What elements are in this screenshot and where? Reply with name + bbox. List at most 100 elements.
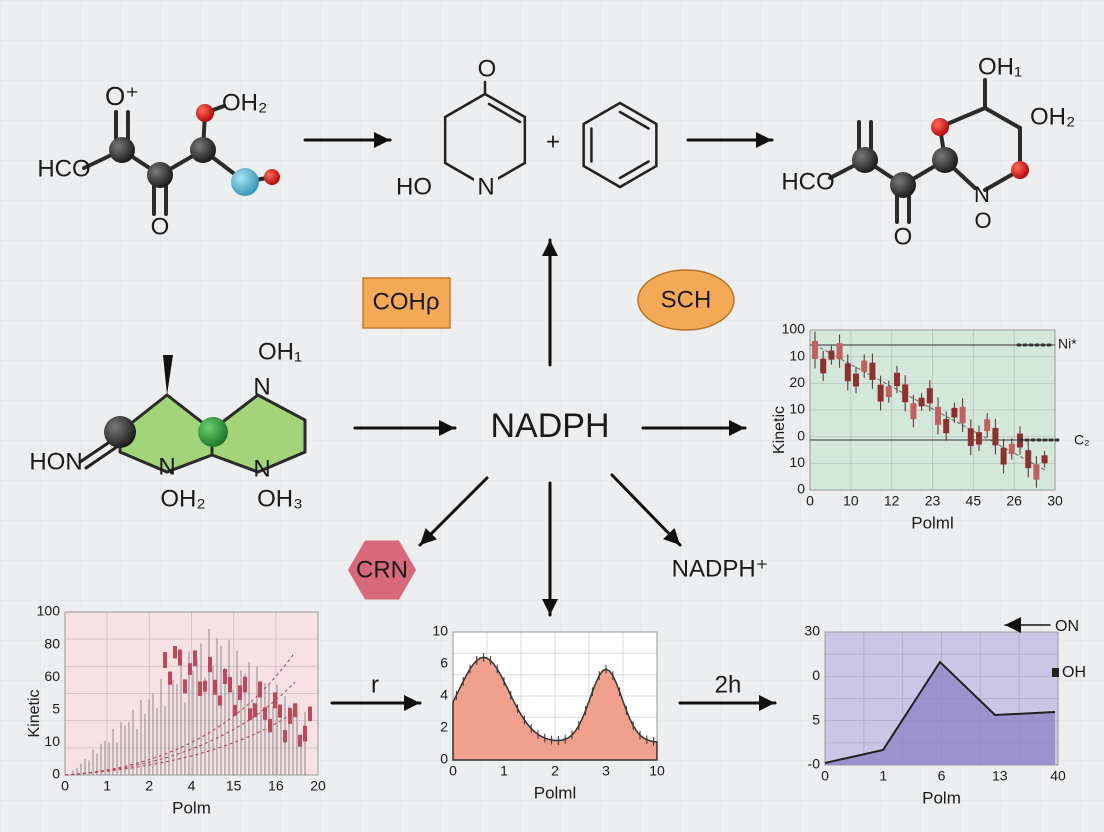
- atom: [190, 137, 216, 163]
- x-tick-label: 2: [145, 778, 153, 794]
- label: OH₃: [257, 485, 303, 512]
- y-tick-label: 10: [789, 401, 805, 417]
- y-tick-label: 6: [440, 655, 448, 671]
- double-bond: [618, 110, 650, 130]
- arrow-head: [439, 420, 455, 436]
- cofactor-ellipse: [637, 269, 735, 331]
- annotation: Ni*: [1058, 336, 1077, 352]
- y-tick-label: 10: [789, 347, 805, 363]
- label: SCH: [661, 286, 712, 313]
- y-tick-label: 0: [52, 766, 60, 782]
- candle: [1025, 450, 1032, 469]
- candle: [233, 704, 237, 716]
- candle: [173, 645, 177, 659]
- atom: [231, 168, 259, 196]
- candle: [303, 725, 307, 742]
- candle: [967, 428, 974, 446]
- label: O: [478, 55, 497, 82]
- label: OH₂: [222, 89, 267, 116]
- y-tick-label: 4: [440, 687, 448, 703]
- candle: [943, 419, 950, 434]
- label: OH₂: [160, 485, 205, 512]
- x-tick-label: 16: [268, 778, 284, 794]
- atom: [890, 172, 916, 198]
- x-tick-label: 2: [551, 763, 559, 779]
- candle: [228, 676, 232, 693]
- bond: [983, 106, 1022, 130]
- candle: [298, 734, 302, 747]
- candle: [203, 680, 207, 692]
- y-tick-label: 10: [432, 623, 448, 639]
- x-tick-label: 1: [103, 778, 111, 794]
- candle: [208, 656, 212, 673]
- atom: [198, 417, 228, 447]
- line: [824, 660, 1056, 764]
- candle: [877, 384, 884, 402]
- label: O: [151, 213, 170, 240]
- arrow-head: [729, 420, 745, 436]
- arrow-head: [374, 132, 390, 148]
- y-tick-label: 20: [789, 374, 805, 390]
- legend-swatch: [1052, 668, 1059, 677]
- x-tick-label: 0: [449, 763, 457, 779]
- trend-curve: [64, 711, 296, 776]
- candle: [163, 652, 167, 668]
- atom: [264, 169, 280, 185]
- candle: [1000, 447, 1007, 465]
- candle: [218, 695, 222, 706]
- atom: [932, 147, 958, 173]
- y-axis-label: Kinetic: [771, 406, 788, 454]
- candle: [1008, 443, 1015, 454]
- y-tick-label: 30: [804, 623, 820, 639]
- x-tick-label: 10: [843, 493, 859, 509]
- wedge: [163, 355, 173, 395]
- trend-curve: [64, 651, 296, 776]
- trend-line: [814, 344, 1046, 471]
- candle: [869, 362, 876, 380]
- y-tick-label: 10: [789, 454, 805, 470]
- y-tick-label: 0: [797, 427, 805, 443]
- candle: [283, 729, 287, 743]
- annotation: ON: [1055, 618, 1079, 635]
- y-tick-label: 0: [812, 667, 820, 683]
- atom: [196, 104, 214, 122]
- atom: [147, 162, 173, 188]
- x-tick-label: 23: [925, 493, 941, 509]
- candle: [223, 668, 227, 685]
- y-tick-label: 0: [440, 751, 448, 767]
- candle: [984, 419, 991, 432]
- annotation: C₂: [1074, 432, 1090, 448]
- y-tick-label: 2: [440, 719, 448, 735]
- candle: [288, 707, 292, 724]
- x-tick-label: 30: [1047, 493, 1063, 509]
- y-tick-label: 5: [52, 701, 60, 717]
- atom: [109, 137, 135, 163]
- arrow-head: [420, 528, 437, 545]
- ring-fill: [210, 393, 307, 474]
- x-tick-label: 12: [884, 493, 900, 509]
- candle: [1041, 455, 1048, 464]
- candle: [812, 341, 818, 359]
- candle: [178, 649, 182, 666]
- candle: [243, 676, 247, 693]
- label: OH₁: [978, 53, 1022, 80]
- candle: [844, 363, 851, 382]
- x-tick-label: 3: [602, 763, 610, 779]
- bond: [487, 102, 522, 124]
- candle: [926, 388, 933, 404]
- x-axis-label: Polm: [172, 798, 211, 817]
- atom: [852, 147, 878, 173]
- label: N: [253, 455, 270, 482]
- candle: [168, 671, 172, 685]
- x-tick-label: 6: [938, 768, 946, 784]
- candle: [273, 692, 277, 709]
- candle: [308, 706, 312, 722]
- atom: [1011, 161, 1029, 179]
- x-tick-label: 26: [1006, 493, 1022, 509]
- annotation: OH: [1062, 664, 1086, 681]
- candle: [836, 343, 843, 360]
- atom: [104, 416, 136, 448]
- candle: [263, 707, 267, 720]
- candle: [853, 373, 859, 387]
- candle: [976, 432, 982, 445]
